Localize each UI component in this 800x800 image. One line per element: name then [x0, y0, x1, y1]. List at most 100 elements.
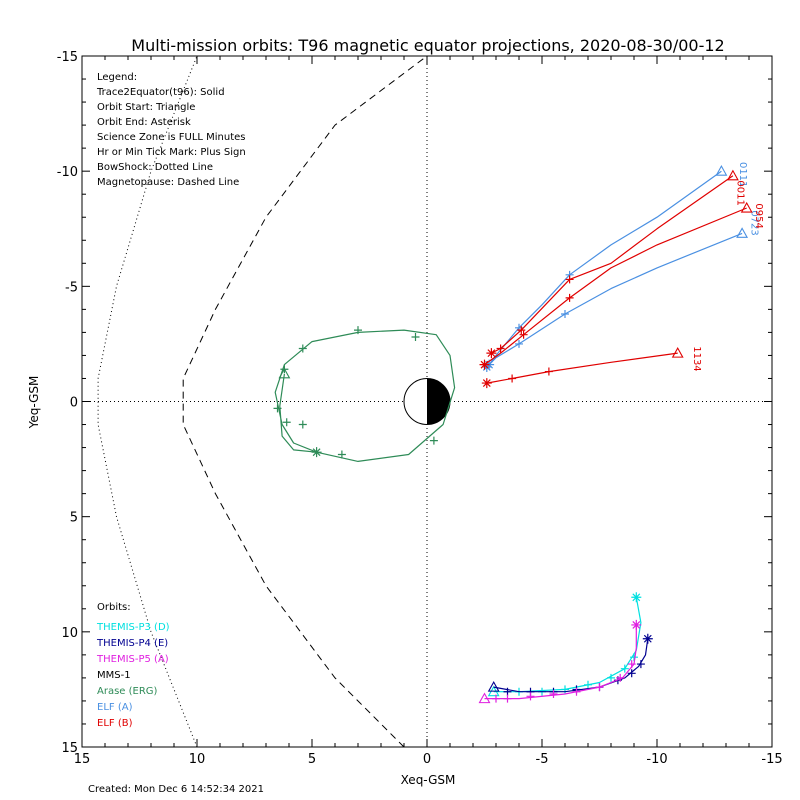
- chart-title: Multi-mission orbits: T96 magnetic equat…: [131, 36, 724, 55]
- orbits-legend-entry: THEMIS-P4 (E): [96, 638, 168, 649]
- tick-mark: [549, 690, 558, 699]
- tick-mark: [627, 660, 636, 669]
- orbits-legend-entry: MMS-1: [97, 670, 131, 681]
- orbit-time-label: 1134: [691, 346, 702, 371]
- tick-mark: [298, 344, 307, 353]
- boundaries: [97, 55, 428, 748]
- orbit-end-marker: [631, 619, 642, 630]
- orbit-time-label: 0111: [737, 162, 748, 187]
- series-arase-erg-: [273, 326, 456, 462]
- orbit-end-marker: [486, 348, 497, 359]
- tick-mark: [492, 694, 500, 703]
- y-tick-label: 15: [61, 741, 78, 756]
- orbit-end-marker: [311, 447, 322, 458]
- orbit-end-marker: [481, 378, 492, 389]
- tick-mark: [496, 344, 505, 353]
- x-axis-label: Xeq-GSM: [401, 773, 456, 787]
- y-tick-label: 5: [70, 511, 78, 526]
- x-tick-label: 15: [74, 752, 91, 767]
- y-axis-label: Yeq-GSM: [27, 376, 41, 430]
- orbit-time-label: 0954: [753, 203, 764, 228]
- series-themis-p5-a-: [478, 619, 642, 704]
- tick-mark: [508, 374, 517, 383]
- orbit-start-marker: [478, 692, 491, 704]
- orbit-time-label: 0723: [748, 210, 759, 235]
- tick-mark: [565, 275, 574, 284]
- x-tick-label: -15: [761, 752, 782, 767]
- tick-mark: [636, 660, 645, 669]
- series-elf-a-: 0723: [481, 210, 759, 372]
- legend-note: Magnetopause: Dashed Line: [97, 177, 239, 188]
- orbit-line: [488, 170, 722, 365]
- orbits-legend-title: Orbits:: [97, 602, 131, 613]
- orbit-start-marker: [278, 367, 291, 379]
- tick-mark: [503, 687, 512, 696]
- x-axis-ticks: 15 10 5 0 -5 -10 -15: [74, 56, 783, 767]
- orbit-end-marker: [631, 592, 642, 603]
- series-themis-p4-e-: [487, 633, 653, 696]
- orbit-line: [491, 175, 734, 354]
- tick-mark: [298, 420, 307, 429]
- tick-mark: [616, 673, 625, 682]
- y-tick-label: 0: [70, 396, 78, 411]
- orbit-end-marker: [479, 359, 490, 370]
- legend-note: Hr or Min Tick Mark: Plus Sign: [97, 147, 246, 158]
- tick-mark: [517, 326, 526, 335]
- orbits-legend-entry: ELF (A): [97, 702, 133, 713]
- tick-mark: [544, 367, 553, 376]
- orbit-start-marker: [487, 680, 500, 692]
- tick-mark: [515, 339, 523, 348]
- tick-mark: [273, 404, 282, 413]
- earth-nightside: [427, 378, 450, 425]
- orbit-time-label: 0011: [735, 180, 746, 205]
- y-axis-ticks: -15 -10 -5 0 5 10 15: [57, 50, 772, 756]
- tick-mark: [354, 326, 362, 335]
- orbit-start-marker: [740, 201, 753, 213]
- x-tick-label: 0: [423, 752, 431, 767]
- tick-mark: [411, 333, 420, 342]
- orbit-start-marker: [715, 165, 728, 176]
- tick-mark: [503, 694, 512, 703]
- y-tick-label: -10: [57, 165, 78, 180]
- orbit-start-marker: [726, 169, 739, 181]
- legend-note: Orbit Start: Triangle: [97, 102, 195, 113]
- x-tick-label: 10: [189, 752, 206, 767]
- orbits-legend-entry: THEMIS-P5 (A): [96, 654, 169, 665]
- tick-mark: [595, 683, 604, 692]
- orbit-line: [274, 329, 456, 462]
- series-elf-b-: 0011: [486, 169, 746, 359]
- orbit-line: [486, 232, 743, 368]
- tick-mark: [282, 418, 291, 427]
- legend-notes: Legend: Trace2Equator(t96): Solid Orbit St…: [96, 72, 246, 188]
- orbits-legend-entry: ELF (B): [97, 718, 133, 729]
- tick-mark: [620, 664, 629, 673]
- created-timestamp: Created: Mon Dec 6 14:52:34 2021: [88, 784, 264, 795]
- tick-mark: [519, 330, 528, 339]
- tick-mark: [526, 692, 535, 701]
- legend-note: Legend:: [97, 72, 137, 83]
- orbit-end-marker: [642, 633, 653, 644]
- series-elf-b-: 1134: [481, 346, 702, 389]
- orbit-line: [484, 624, 637, 700]
- tick-mark: [627, 669, 636, 678]
- legend-note: Science Zone is FULL Minutes: [97, 132, 246, 143]
- y-tick-label: 10: [61, 626, 78, 641]
- orbit-start-marker: [671, 346, 684, 358]
- series-elf-b-: 0954: [479, 201, 764, 370]
- x-tick-label: -10: [646, 752, 667, 767]
- orbit-start-marker: [736, 227, 749, 238]
- tick-mark: [607, 673, 615, 682]
- orbits-legend-entry: THEMIS-P3 (D): [96, 622, 170, 633]
- x-tick-label: -5: [536, 752, 549, 767]
- legend-note: Trace2Equator(t96): Solid: [96, 87, 225, 98]
- legend-note: Orbit End: Asterisk: [97, 117, 191, 128]
- orbits-legend: Orbits: THEMIS-P3 (D) THEMIS-P4 (E) THEMIS-…: [96, 602, 170, 729]
- legend-note: BowShock: Dotted Line: [97, 162, 213, 173]
- tick-mark: [572, 687, 581, 696]
- y-tick-label: -5: [65, 280, 78, 295]
- earth-icon: [403, 378, 451, 425]
- y-tick-label: -15: [57, 50, 78, 65]
- bowshock-line: [97, 55, 198, 748]
